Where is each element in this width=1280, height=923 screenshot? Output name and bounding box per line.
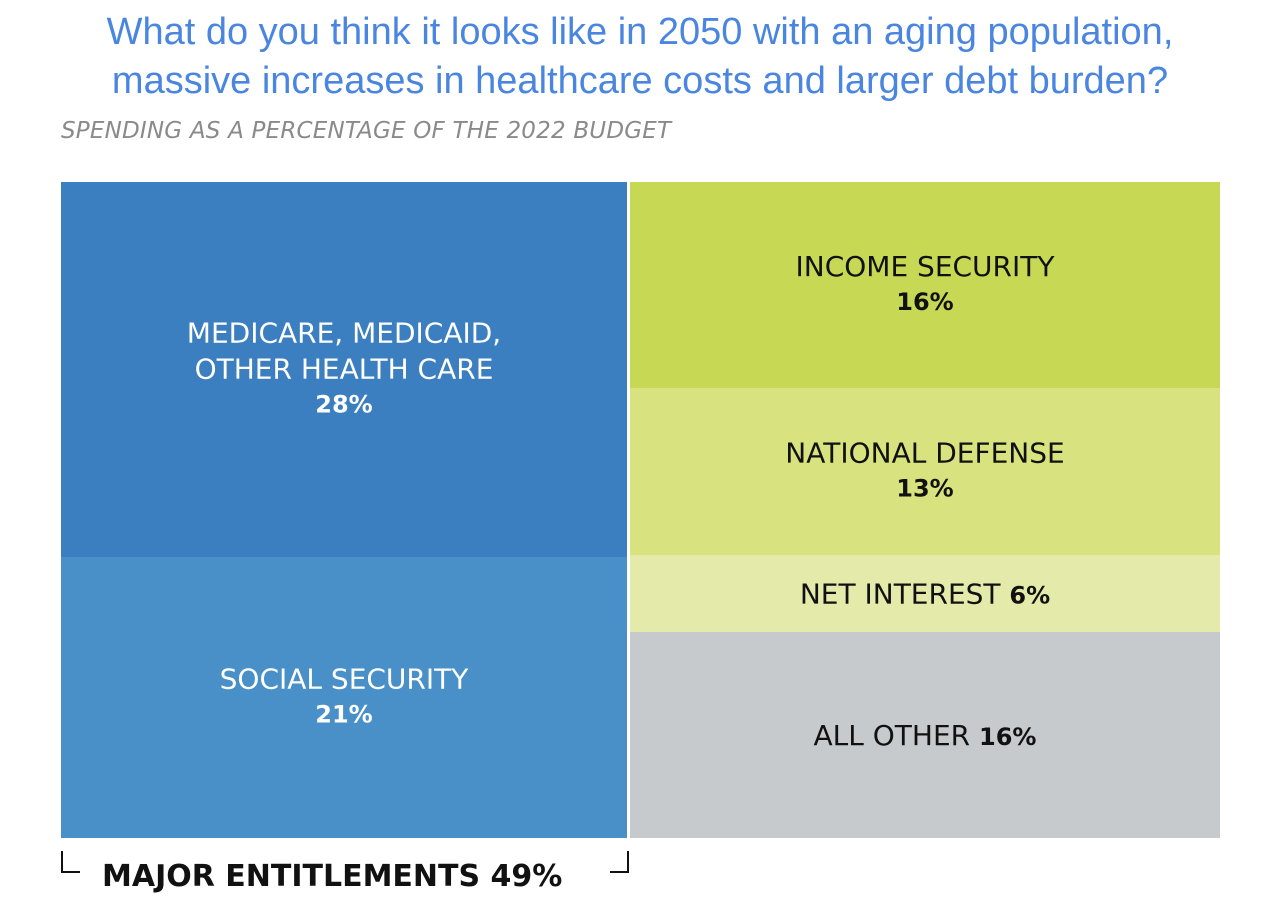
tile-value-all-other: 16%: [979, 723, 1036, 751]
tile-medicare-medicaid-other-health-care: [61, 182, 627, 557]
tile-label-all-other: ALL OTHER 16%: [814, 719, 1037, 752]
tile-all-other: [630, 632, 1220, 838]
tile-label-national-defense: NATIONAL DEFENSE: [785, 437, 1064, 470]
chart-headline: What do you think it looks like in 2050 …: [0, 8, 1280, 106]
tile-social-security: [61, 557, 627, 838]
headline-line-1: What do you think it looks like in 2050 …: [106, 11, 1174, 53]
chart-subtitle: SPENDING AS A PERCENTAGE OF THE 2022 BUD…: [61, 118, 672, 144]
group-label-major-entitlements: MAJOR ENTITLEMENTS 49%: [102, 859, 562, 894]
tile-label-medicare-medicaid-other-health-care-line-2: OTHER HEALTH CARE: [195, 353, 494, 386]
tile-value-social-security: 21%: [315, 701, 372, 729]
tile-value-income-security: 16%: [896, 288, 953, 316]
tile-label-social-security: SOCIAL SECURITY: [220, 663, 470, 696]
headline-line-2: massive increases in healthcare costs an…: [111, 60, 1169, 102]
tile-label-net-interest: NET INTEREST 6%: [800, 578, 1050, 611]
group-bracket-right: [610, 851, 629, 873]
tile-value-net-interest: 6%: [1009, 582, 1050, 610]
tile-value-national-defense: 13%: [896, 475, 953, 503]
tile-label-income-security: INCOME SECURITY: [796, 250, 1056, 283]
tile-income-security: [630, 182, 1220, 388]
tile-net-interest: [630, 555, 1220, 632]
tile-label-medicare-medicaid-other-health-care-line-1: MEDICARE, MEDICAID,: [187, 317, 501, 350]
group-bracket-left: [61, 851, 80, 873]
tile-national-defense: [630, 388, 1220, 555]
tile-value-medicare-medicaid-other-health-care: 28%: [315, 391, 372, 419]
